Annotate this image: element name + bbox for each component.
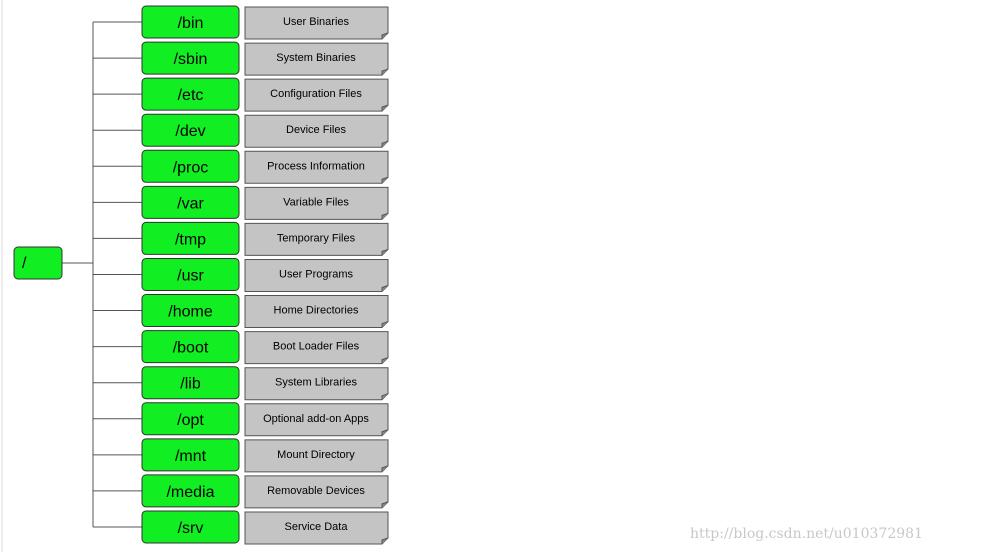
dir-label: /opt xyxy=(177,412,204,429)
note-label: Service Data xyxy=(285,521,349,533)
note-fold xyxy=(381,68,389,76)
note-fold xyxy=(381,32,389,39)
dir-label: /tmp xyxy=(175,231,206,248)
dir-box xyxy=(141,77,240,111)
dir-box xyxy=(141,221,240,255)
note-fold xyxy=(381,357,389,364)
dir-box xyxy=(141,294,240,328)
dir-label: /srv xyxy=(178,520,204,537)
watermark: http://blog.csdn.net/u010372981 xyxy=(690,526,923,542)
note-fold xyxy=(381,176,389,184)
dir-box xyxy=(141,438,240,472)
dir-box xyxy=(141,510,240,544)
note-fold xyxy=(381,140,389,148)
dir-label: /lib xyxy=(180,376,201,393)
note-fold xyxy=(381,537,389,544)
dir-label: /usr xyxy=(177,267,204,284)
note-label: Process Information xyxy=(267,160,365,172)
dir-label: /proc xyxy=(173,159,209,176)
note-label: Device Files xyxy=(286,124,346,136)
dir-label: /media xyxy=(166,484,214,501)
note-fold xyxy=(381,393,389,400)
note-label: Removable Devices xyxy=(267,485,365,497)
note-label: Home Directories xyxy=(274,305,359,317)
root-label: / xyxy=(22,255,27,272)
root-box xyxy=(13,246,63,280)
note-label: Optional add-on Apps xyxy=(263,413,369,425)
dir-label: /bin xyxy=(178,15,204,32)
dir-box xyxy=(141,474,240,508)
dir-box xyxy=(141,257,240,291)
note-label: User Binaries xyxy=(283,16,350,28)
note-label: Temporary Files xyxy=(277,232,356,244)
dir-box xyxy=(141,149,240,183)
dir-label: /home xyxy=(168,304,213,321)
dir-label: /etc xyxy=(178,87,204,104)
note-fold xyxy=(381,285,389,292)
dir-label: /var xyxy=(177,195,204,212)
note-label: Mount Directory xyxy=(277,449,355,461)
note-label: System Binaries xyxy=(276,52,356,64)
note-label: User Programs xyxy=(279,268,353,280)
dir-box xyxy=(141,185,240,219)
dir-label: /boot xyxy=(173,340,209,357)
dir-box xyxy=(141,330,240,364)
dir-label: /dev xyxy=(175,123,205,140)
dir-box xyxy=(141,113,240,147)
note-fold xyxy=(381,321,389,328)
dir-label: /sbin xyxy=(174,51,208,68)
dir-box xyxy=(141,402,240,436)
dir-box xyxy=(141,366,240,400)
note-fold xyxy=(381,212,389,220)
note-label: Configuration Files xyxy=(270,88,362,100)
note-fold xyxy=(381,429,389,436)
note-label: Boot Loader Files xyxy=(273,341,360,353)
note-fold xyxy=(381,465,389,472)
dir-box xyxy=(141,41,240,75)
note-label: Variable Files xyxy=(283,196,349,208)
dir-label: /mnt xyxy=(175,448,207,465)
dir-box xyxy=(141,5,240,39)
note-fold xyxy=(381,104,389,112)
note-label: System Libraries xyxy=(275,377,357,389)
note-fold xyxy=(381,248,389,256)
note-fold xyxy=(381,501,389,508)
